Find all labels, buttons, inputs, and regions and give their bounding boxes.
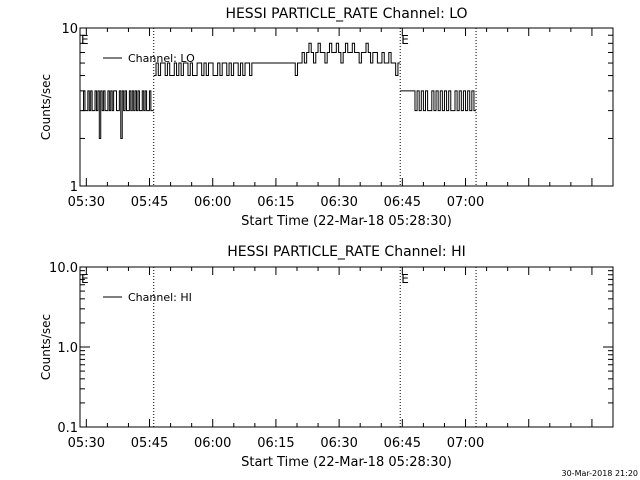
- x-tick-label: 05:30: [68, 195, 105, 210]
- x-tick-label: 06:30: [320, 436, 357, 451]
- x-tick-label: 05:30: [68, 436, 105, 451]
- y-tick-label: 10: [61, 22, 78, 37]
- x-tick-label: 06:00: [194, 436, 231, 451]
- footer-timestamp: 30-Mar-2018 21:20: [562, 469, 639, 478]
- series-line-segment: [82, 90, 154, 139]
- x-axis-label: Start Time (22-Mar-18 05:28:30): [241, 214, 452, 229]
- x-tick-label: 06:30: [320, 195, 357, 210]
- x-tick-label: 07:00: [447, 436, 484, 451]
- x-tick-label: 06:15: [257, 195, 294, 210]
- y-axis-label: Counts/sec: [39, 74, 53, 140]
- x-tick-label: 06:45: [384, 195, 421, 210]
- y-tick-label: 0.1: [57, 421, 78, 436]
- y-axis-label: Counts/sec: [39, 314, 53, 380]
- chart-title: HESSI PARTICLE_RATE Channel: LO: [225, 6, 467, 22]
- y-tick-label: 10.0: [49, 261, 78, 276]
- x-tick-label: 06:45: [384, 436, 421, 451]
- chart-panel-lo: HESSI PARTICLE_RATE Channel: LO Start Tim…: [39, 6, 614, 229]
- plot-frame: [79, 27, 614, 187]
- segment-start-label: E: [81, 33, 89, 47]
- legend-label: Channel: HI: [128, 291, 192, 304]
- y-tick-label: 1: [70, 180, 78, 195]
- chart-panel-hi: HESSI PARTICLE_RATE Channel: HI Start Tim…: [39, 244, 614, 470]
- chart-title: HESSI PARTICLE_RATE Channel: HI: [227, 244, 465, 260]
- event-marker-label: E: [401, 33, 409, 47]
- y-tick-label: 1.0: [57, 341, 78, 356]
- series-line-segment: [400, 90, 477, 112]
- x-tick-label: 05:45: [131, 195, 168, 210]
- series-line-segment: [153, 42, 401, 77]
- segment-start-label: E: [81, 272, 89, 286]
- event-marker-label: E: [401, 272, 409, 286]
- legend-label: Channel: LO: [128, 52, 195, 65]
- x-tick-label: 07:00: [447, 195, 484, 210]
- x-tick-label: 06:00: [194, 195, 231, 210]
- x-tick-label: 06:15: [257, 436, 294, 451]
- x-tick-label: 05:45: [131, 436, 168, 451]
- x-axis-label: Start Time (22-Mar-18 05:28:30): [241, 455, 452, 470]
